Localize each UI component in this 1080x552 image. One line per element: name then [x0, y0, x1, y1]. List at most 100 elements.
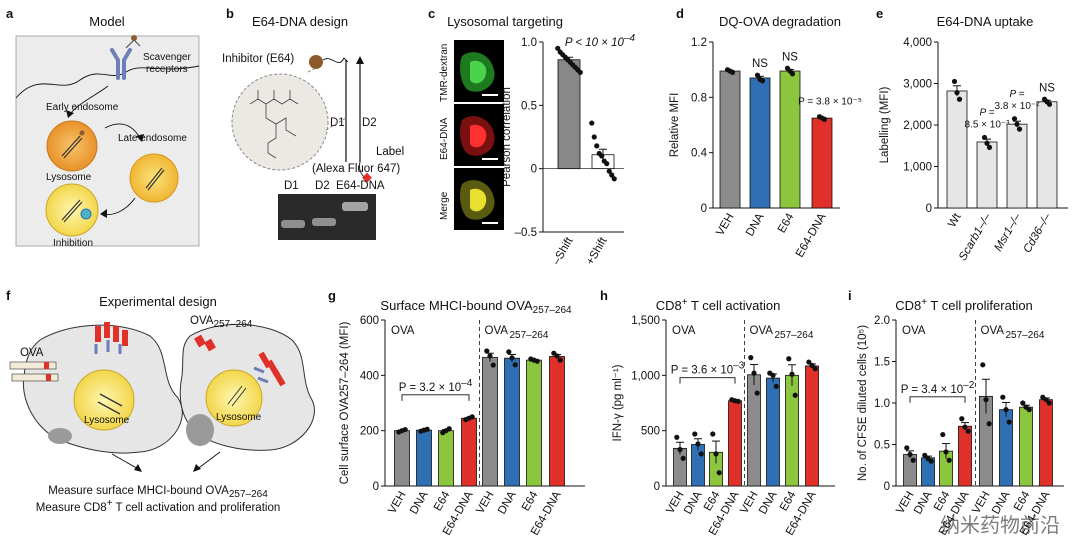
- bar: [779, 70, 801, 209]
- data-point: [986, 421, 992, 427]
- bar: [1036, 101, 1058, 209]
- ns-label: NS: [752, 58, 768, 70]
- y-tick-label: 1,000: [631, 370, 660, 382]
- bar: [749, 77, 771, 209]
- sig-bracket: [909, 396, 966, 403]
- ns-label: NS: [1039, 82, 1055, 94]
- img-label-e64: E64-DNA: [439, 117, 450, 160]
- data-point: [469, 414, 475, 420]
- d2-label: D2: [362, 117, 377, 129]
- dna-ladder-icon: [345, 56, 364, 162]
- data-point: [786, 356, 792, 362]
- alexa-label-icon: [362, 172, 372, 183]
- data-point: [446, 426, 452, 432]
- data-point: [695, 441, 701, 447]
- data-point: [965, 428, 971, 434]
- late-label: Late endosome: [118, 133, 187, 144]
- bar: [438, 430, 454, 487]
- measure-line-1: Measure surface MHCI-bound OVA257–264: [48, 485, 268, 500]
- mhc-receptors-left-icon: [94, 322, 128, 354]
- lysosome-label-left: Lysosome: [84, 415, 130, 426]
- data-point: [1046, 101, 1053, 107]
- data-point: [729, 69, 736, 76]
- y-tick-label: 0.4: [691, 148, 708, 160]
- data-point: [677, 446, 683, 453]
- data-point: [809, 362, 815, 368]
- scavenger-label-1: Scavenger: [143, 52, 191, 63]
- bar: [461, 417, 477, 487]
- data-point: [789, 71, 796, 77]
- data-point: [606, 168, 612, 174]
- data-point: [940, 431, 946, 438]
- x-tick-label: E64: [776, 211, 797, 235]
- scavenger-receptor-icon: [110, 35, 141, 80]
- data-point: [594, 143, 600, 149]
- y-axis-label: No. of CFSE diluted cells (10⁵): [857, 325, 869, 481]
- lane-d2: D2: [315, 180, 330, 192]
- x-tick-label: +Shift: [584, 235, 610, 267]
- x-tick-label: DNA: [744, 211, 767, 238]
- group-label: OVA: [485, 325, 509, 337]
- y-tick-label: –0.5: [515, 227, 537, 239]
- mhc-receptors-right-icon: [253, 351, 286, 387]
- gel-image: [278, 194, 376, 240]
- y-tick-label: 0: [701, 203, 707, 215]
- y-tick-label: 3,000: [903, 79, 932, 91]
- data-point: [754, 72, 761, 78]
- data-point: [484, 348, 490, 354]
- panel-g-letter: g: [328, 288, 336, 303]
- arrow-early: [69, 85, 109, 115]
- bar: [728, 400, 742, 487]
- y-tick-label: 1.5: [874, 357, 890, 369]
- data-point: [904, 445, 910, 451]
- y-axis-label: Labelling (MFI): [879, 86, 891, 163]
- panel-a: a Model Scavenger receptors Early endoso…: [6, 6, 200, 249]
- d1-label: D1: [330, 117, 345, 129]
- data-point: [509, 355, 515, 361]
- label-text: Label: [376, 146, 404, 158]
- data-point: [680, 455, 686, 461]
- data-point: [1003, 407, 1009, 413]
- panel-d-letter: d: [676, 6, 684, 21]
- ova-label: OVA: [20, 347, 44, 359]
- x-tick-label: VEH: [386, 490, 408, 516]
- data-point: [1020, 400, 1026, 406]
- data-point: [956, 96, 963, 102]
- data-point: [402, 426, 408, 433]
- x-tick-label: Msr1–/–: [992, 211, 1023, 253]
- p-value: P =: [980, 107, 995, 118]
- bar: [811, 117, 833, 209]
- x-tick-label: DNA: [912, 489, 935, 516]
- bar: [719, 70, 741, 209]
- bar: [416, 429, 432, 487]
- data-point: [487, 353, 493, 359]
- y-tick-label: 400: [360, 370, 379, 382]
- panel-e-letter: e: [876, 6, 883, 21]
- data-point: [959, 416, 965, 422]
- data-point: [748, 355, 754, 361]
- panel-a-letter: a: [6, 6, 14, 21]
- data-point: [710, 431, 716, 437]
- panel-f-letter: f: [6, 288, 11, 303]
- data-point: [922, 452, 928, 458]
- data-point: [599, 153, 605, 159]
- panel-i-title: CD8+ T cell proliferation: [895, 297, 1033, 313]
- data-point: [910, 457, 916, 463]
- y-tick-label: 0: [373, 481, 379, 493]
- y-tick-label: 1.0: [521, 37, 537, 49]
- data-point: [792, 392, 798, 398]
- data-point: [754, 390, 760, 396]
- watermark: 纳米药物前沿: [940, 514, 1060, 537]
- data-point: [554, 353, 560, 359]
- y-tick-label: 1.2: [691, 37, 707, 49]
- panel-c-title: Lysosomal targeting: [447, 14, 563, 29]
- panel-e-title: E64-DNA uptake: [937, 14, 1034, 29]
- x-tick-label: VEH: [970, 490, 992, 516]
- ova-peptide-label: OVA257–264: [190, 315, 253, 330]
- bar: [504, 357, 520, 487]
- data-point: [713, 451, 719, 457]
- img-label-tmr: TMR-dextran: [439, 44, 450, 102]
